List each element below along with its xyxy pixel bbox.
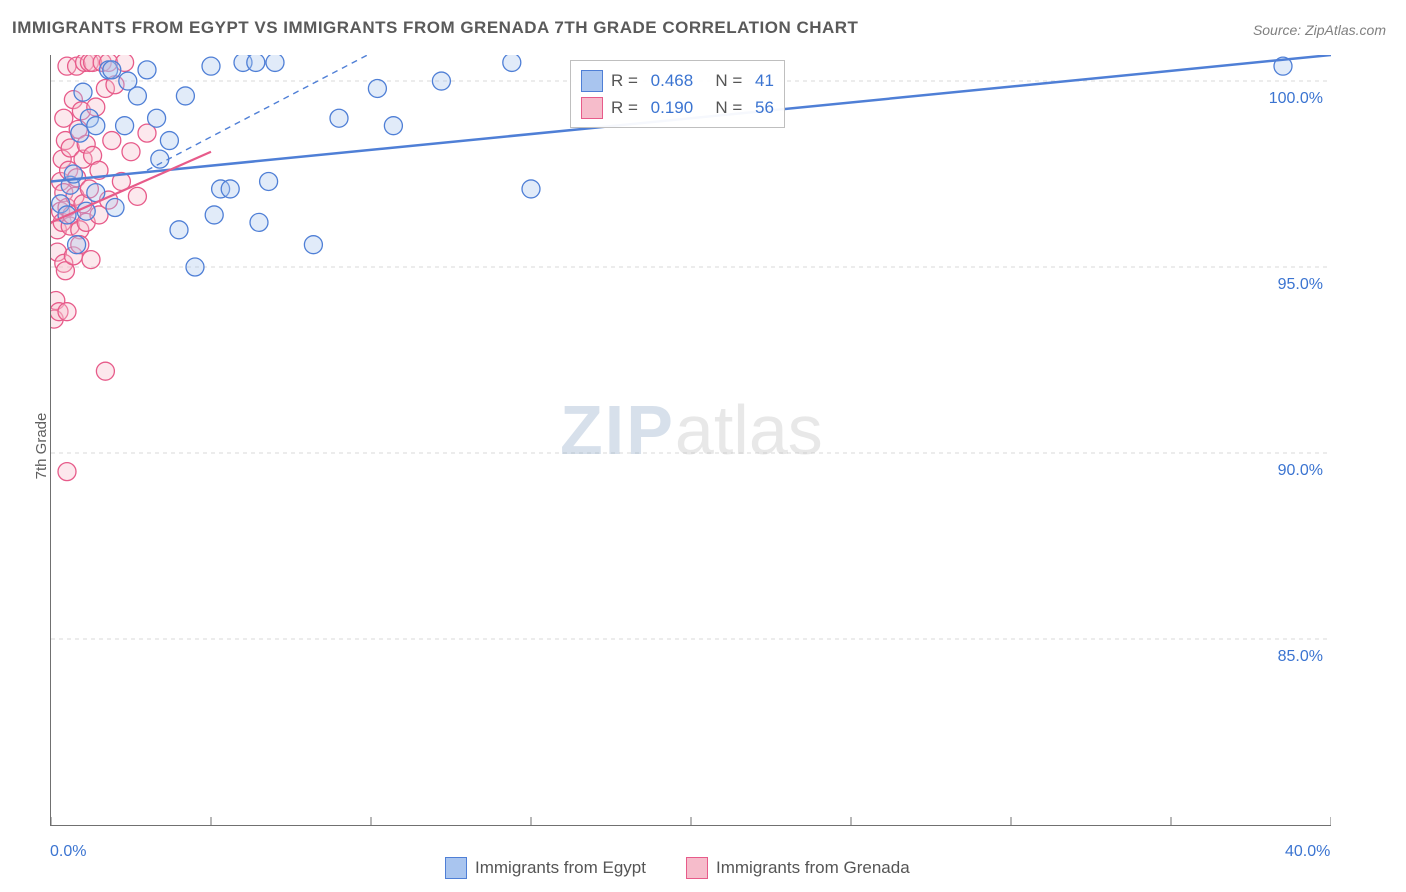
data-point xyxy=(122,143,140,161)
svg-text:95.0%: 95.0% xyxy=(1278,276,1323,293)
data-point xyxy=(330,109,348,127)
data-point xyxy=(503,55,521,71)
data-point xyxy=(82,251,100,269)
correlation-stat-box: R = 0.468 N = 41R = 0.190 N = 56 xyxy=(570,60,785,128)
stat-row: R = 0.190 N = 56 xyxy=(581,94,774,121)
data-point xyxy=(522,180,540,198)
legend-swatch xyxy=(686,857,708,879)
chart-svg: 85.0% 90.0% 95.0% 100.0% xyxy=(51,55,1331,825)
legend-swatch xyxy=(581,70,603,92)
data-point xyxy=(58,303,76,321)
data-point xyxy=(384,117,402,135)
legend-swatch xyxy=(445,857,467,879)
data-point xyxy=(58,463,76,481)
svg-text:85.0%: 85.0% xyxy=(1278,648,1323,665)
data-point xyxy=(74,83,92,101)
stat-row: R = 0.468 N = 41 xyxy=(581,67,774,94)
data-point xyxy=(202,57,220,75)
data-point xyxy=(68,236,86,254)
x-tick-label: 0.0% xyxy=(50,843,86,861)
data-point xyxy=(266,55,284,71)
data-point xyxy=(250,213,268,231)
data-point xyxy=(116,117,134,135)
data-point xyxy=(186,258,204,276)
y-axis-label: 7th Grade xyxy=(33,413,50,480)
svg-text:100.0%: 100.0% xyxy=(1269,90,1323,107)
data-point xyxy=(221,180,239,198)
data-point xyxy=(148,109,166,127)
data-point xyxy=(176,87,194,105)
data-point xyxy=(87,117,105,135)
legend-item: Immigrants from Grenada xyxy=(686,857,910,879)
legend-label: Immigrants from Grenada xyxy=(716,858,910,878)
data-point xyxy=(96,362,114,380)
legend-item: Immigrants from Egypt xyxy=(445,857,646,879)
series-legend: Immigrants from Egypt Immigrants from Gre… xyxy=(445,857,910,879)
source-label: Source: ZipAtlas.com xyxy=(1253,22,1386,38)
data-point xyxy=(247,55,265,71)
x-tick-label: 40.0% xyxy=(1285,843,1330,861)
svg-text:90.0%: 90.0% xyxy=(1278,462,1323,479)
data-point xyxy=(128,87,146,105)
data-point xyxy=(304,236,322,254)
chart-title: IMMIGRANTS FROM EGYPT VS IMMIGRANTS FROM… xyxy=(12,18,858,38)
data-point xyxy=(103,61,121,79)
data-point xyxy=(106,199,124,217)
data-point xyxy=(368,79,386,97)
scatter-chart: 85.0% 90.0% 95.0% 100.0% xyxy=(50,55,1331,826)
data-point xyxy=(151,150,169,168)
data-point xyxy=(260,172,278,190)
data-point xyxy=(170,221,188,239)
legend-label: Immigrants from Egypt xyxy=(475,858,646,878)
data-point xyxy=(103,132,121,150)
data-point xyxy=(432,72,450,90)
data-point xyxy=(160,132,178,150)
data-point xyxy=(205,206,223,224)
data-point xyxy=(128,187,146,205)
data-point xyxy=(138,61,156,79)
legend-swatch xyxy=(581,97,603,119)
